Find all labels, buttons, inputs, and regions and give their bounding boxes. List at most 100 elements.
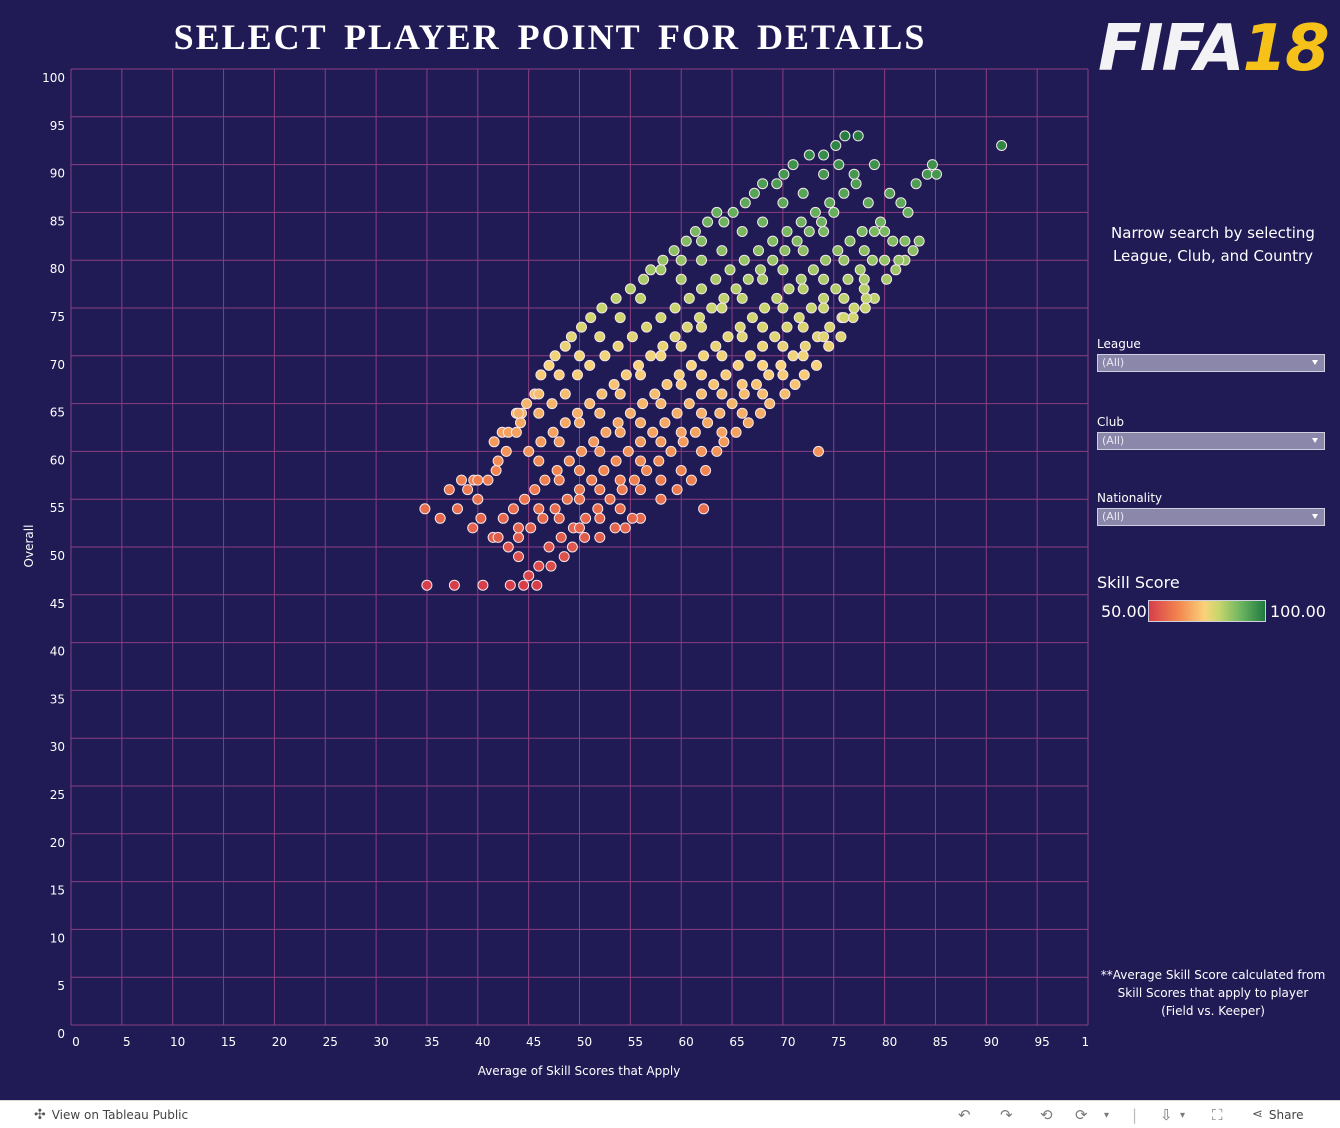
player-point[interactable]	[584, 398, 596, 410]
player-point[interactable]	[553, 512, 565, 524]
player-point[interactable]	[594, 407, 606, 419]
player-point[interactable]	[847, 312, 859, 324]
player-point[interactable]	[734, 321, 746, 333]
player-point[interactable]	[816, 216, 827, 228]
view-on-tableau-link[interactable]: ✣ View on Tableau Public	[34, 1107, 188, 1123]
player-point[interactable]	[594, 512, 606, 524]
player-point[interactable]	[563, 455, 575, 467]
player-point[interactable]	[592, 503, 604, 515]
player-point[interactable]	[818, 302, 830, 314]
player-point[interactable]	[818, 168, 830, 180]
player-point[interactable]	[902, 206, 914, 218]
player-point[interactable]	[921, 168, 933, 180]
player-point[interactable]	[698, 350, 710, 362]
player-point[interactable]	[818, 149, 830, 161]
player-point[interactable]	[726, 398, 738, 410]
player-point[interactable]	[805, 302, 817, 314]
player-point[interactable]	[809, 206, 821, 218]
player-point[interactable]	[626, 331, 638, 343]
player-point[interactable]	[488, 436, 500, 448]
player-point[interactable]	[576, 321, 587, 333]
player-point[interactable]	[775, 359, 787, 371]
club-filter-select[interactable]: (All)	[1097, 432, 1325, 450]
player-point[interactable]	[797, 245, 809, 257]
player-point[interactable]	[730, 426, 742, 438]
player-point[interactable]	[677, 436, 689, 448]
player-point[interactable]	[574, 350, 585, 362]
player-point[interactable]	[549, 350, 561, 362]
nationality-filter-select[interactable]: (All)	[1097, 508, 1325, 526]
player-point[interactable]	[635, 417, 646, 429]
player-point[interactable]	[895, 197, 907, 209]
player-point[interactable]	[492, 455, 504, 467]
player-point[interactable]	[675, 465, 687, 476]
player-point[interactable]	[635, 369, 646, 381]
player-point[interactable]	[890, 264, 902, 276]
player-point[interactable]	[764, 398, 776, 410]
player-point[interactable]	[553, 436, 565, 448]
player-point[interactable]	[859, 302, 871, 314]
player-point[interactable]	[755, 407, 766, 419]
player-point[interactable]	[818, 292, 830, 304]
player-point[interactable]	[718, 292, 730, 304]
player-point[interactable]	[497, 512, 509, 524]
player-point[interactable]	[823, 340, 835, 352]
player-point[interactable]	[594, 445, 606, 457]
player-point[interactable]	[619, 522, 631, 534]
player-point[interactable]	[585, 312, 597, 324]
player-point[interactable]	[551, 465, 563, 476]
player-point[interactable]	[665, 445, 677, 457]
player-point[interactable]	[580, 512, 592, 524]
player-point[interactable]	[996, 140, 1008, 151]
player-point[interactable]	[584, 359, 596, 371]
player-point[interactable]	[475, 512, 487, 524]
player-point[interactable]	[635, 436, 646, 448]
player-point[interactable]	[884, 187, 896, 199]
player-point[interactable]	[635, 292, 646, 304]
player-point[interactable]	[539, 474, 551, 486]
player-point[interactable]	[757, 216, 769, 228]
player-point[interactable]	[456, 474, 467, 486]
player-point[interactable]	[685, 474, 697, 486]
player-point[interactable]	[523, 445, 535, 457]
player-point[interactable]	[711, 445, 723, 457]
player-point[interactable]	[732, 359, 744, 371]
player-point[interactable]	[513, 407, 524, 419]
player-point[interactable]	[600, 426, 612, 438]
player-point[interactable]	[830, 140, 842, 151]
player-point[interactable]	[844, 235, 856, 247]
player-point[interactable]	[614, 312, 626, 324]
player-point[interactable]	[675, 379, 687, 390]
player-point[interactable]	[858, 283, 870, 295]
player-point[interactable]	[757, 359, 769, 371]
player-point[interactable]	[588, 436, 600, 448]
player-point[interactable]	[854, 264, 866, 276]
player-point[interactable]	[434, 512, 446, 524]
player-point[interactable]	[482, 474, 494, 486]
player-point[interactable]	[645, 350, 657, 362]
player-point[interactable]	[558, 551, 570, 563]
player-point[interactable]	[848, 302, 860, 314]
player-point[interactable]	[610, 455, 622, 467]
player-point[interactable]	[767, 254, 779, 266]
player-point[interactable]	[779, 245, 791, 257]
player-point[interactable]	[616, 484, 628, 496]
player-point[interactable]	[671, 407, 683, 419]
player-point[interactable]	[848, 168, 860, 180]
player-point[interactable]	[868, 226, 880, 237]
player-point[interactable]	[736, 379, 748, 390]
player-point[interactable]	[783, 283, 795, 295]
player-point[interactable]	[574, 493, 585, 505]
player-point[interactable]	[757, 178, 769, 190]
player-point[interactable]	[657, 254, 669, 266]
player-point[interactable]	[716, 302, 728, 314]
player-point[interactable]	[779, 388, 791, 400]
player-point[interactable]	[675, 426, 687, 438]
player-point[interactable]	[771, 178, 783, 190]
player-point[interactable]	[472, 493, 484, 505]
player-point[interactable]	[757, 388, 769, 400]
player-point[interactable]	[833, 159, 845, 171]
player-point[interactable]	[594, 531, 606, 543]
player-point[interactable]	[696, 369, 707, 381]
player-point[interactable]	[609, 522, 621, 534]
